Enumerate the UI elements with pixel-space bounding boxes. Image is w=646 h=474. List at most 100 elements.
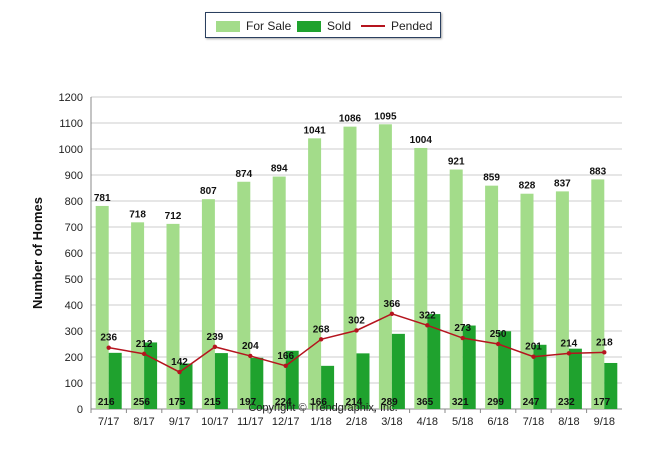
data-label-sold: 232 [558, 397, 575, 408]
bar-for-sale [272, 176, 286, 409]
data-label-for-sale: 1095 [374, 111, 397, 122]
point-pended [106, 345, 111, 350]
data-label-for-sale: 883 [589, 166, 606, 177]
x-tick-label: 9/18 [594, 416, 615, 428]
data-label-sold: 289 [381, 397, 398, 408]
chart: For Sale Sold Pended 0 100 200 300 400 500 600… [30, 12, 622, 428]
bar-sold [498, 331, 512, 409]
x-tick-label: 10/17 [201, 416, 229, 428]
point-pended [531, 354, 536, 359]
x-tick-label: 8/18 [558, 416, 579, 428]
bar-for-sale [166, 223, 180, 409]
data-label-sold: 247 [523, 397, 540, 408]
bar-for-sale [201, 199, 215, 409]
data-label-for-sale: 828 [519, 181, 536, 192]
x-tick-label: 2/18 [346, 416, 367, 428]
x-tick-label: 6/18 [487, 416, 508, 428]
bar-for-sale [378, 124, 392, 410]
data-label-for-sale: 781 [94, 193, 111, 204]
bar-for-sale [95, 205, 109, 409]
data-label-for-sale: 1004 [410, 135, 433, 146]
bar-for-sale [485, 185, 499, 409]
x-tick-label: 7/17 [98, 416, 119, 428]
point-pended [212, 344, 218, 350]
bar-sold [356, 353, 370, 409]
data-label-pended: 273 [454, 323, 471, 334]
legend-item-sold: Sold [297, 19, 351, 33]
data-label-for-sale: 807 [200, 186, 217, 197]
data-label-for-sale: 859 [483, 173, 500, 184]
y-tick-label: 400 [65, 300, 83, 312]
data-label-pended: 239 [207, 332, 224, 343]
y-tick-label: 800 [65, 196, 83, 208]
legend-label-for-sale: For Sale [246, 19, 292, 33]
data-label-sold: 197 [239, 397, 256, 408]
x-tick-label: 3/18 [381, 416, 402, 428]
data-label-pended: 366 [384, 299, 401, 310]
bar-for-sale [555, 191, 569, 409]
y-tick-label: 200 [65, 352, 83, 364]
x-tick-label: 5/18 [452, 416, 473, 428]
y-tick-label: 1000 [59, 144, 83, 156]
bar-sold [285, 350, 299, 409]
data-label-for-sale: 718 [129, 209, 146, 220]
bar-sold [462, 325, 476, 409]
y-tick-label: 900 [65, 170, 83, 182]
bar-sold [533, 344, 547, 409]
data-label-for-sale: 921 [448, 157, 465, 168]
x-tick-label: 8/17 [133, 416, 154, 428]
bar-sold [250, 357, 264, 409]
y-tick-label: 700 [65, 222, 83, 234]
point-pended [460, 335, 465, 341]
data-label-for-sale: 894 [271, 164, 288, 175]
y-tick-label: 300 [65, 326, 83, 338]
data-label-for-sale: 1086 [339, 114, 362, 125]
data-label-for-sale: 712 [165, 211, 182, 222]
data-label-sold: 224 [275, 397, 292, 408]
data-label-sold: 256 [133, 397, 150, 408]
data-label-sold: 365 [416, 397, 433, 408]
data-label-pended: 214 [561, 338, 578, 349]
data-label-pended: 302 [348, 315, 365, 326]
bar-for-sale [414, 147, 428, 409]
point-pended [283, 363, 288, 369]
y-tick-label: 1200 [59, 92, 83, 104]
legend-swatch-pended [361, 25, 385, 27]
data-label-pended: 218 [596, 337, 613, 348]
plot-area: 0 100 200 300 400 500 600 700 800 900 1000 1100 1200… [30, 92, 622, 428]
bar-for-sale [591, 179, 605, 409]
data-label-for-sale: 1041 [303, 125, 326, 136]
legend-label-sold: Sold [327, 19, 352, 33]
data-label-for-sale: 837 [554, 178, 571, 189]
bar-sold [427, 314, 441, 409]
data-label-pended: 236 [100, 333, 117, 344]
data-label-sold: 299 [487, 397, 504, 408]
y-axis-title: Number of Homes [30, 197, 45, 309]
data-label-sold: 216 [98, 397, 115, 408]
legend-item-pended: Pended [361, 19, 432, 33]
bar-sold [604, 362, 618, 409]
data-label-pended: 166 [277, 351, 294, 362]
data-label-sold: 175 [169, 397, 186, 408]
bar-for-sale [308, 138, 322, 409]
point-pended [389, 311, 395, 317]
point-pended [248, 353, 253, 359]
bar-for-sale [343, 126, 357, 409]
x-tick-label: 9/17 [169, 416, 190, 428]
data-label-pended: 142 [171, 357, 188, 368]
point-pended [566, 351, 572, 356]
bar-sold [568, 348, 582, 409]
x-tick-label: 7/18 [523, 416, 544, 428]
data-label-pended: 268 [313, 324, 330, 335]
legend-item-for-sale: For Sale [216, 19, 291, 33]
y-tick-label: 0 [77, 404, 83, 416]
data-label-for-sale: 874 [235, 169, 252, 180]
bar-sold [391, 333, 405, 409]
point-pended [354, 328, 359, 333]
x-tick-label: 4/18 [417, 416, 438, 428]
data-label-sold: 215 [204, 397, 221, 408]
legend-swatch-for-sale [216, 20, 240, 32]
legend-swatch-sold [297, 20, 321, 32]
point-pended [141, 351, 147, 357]
data-label-pended: 201 [525, 342, 542, 353]
